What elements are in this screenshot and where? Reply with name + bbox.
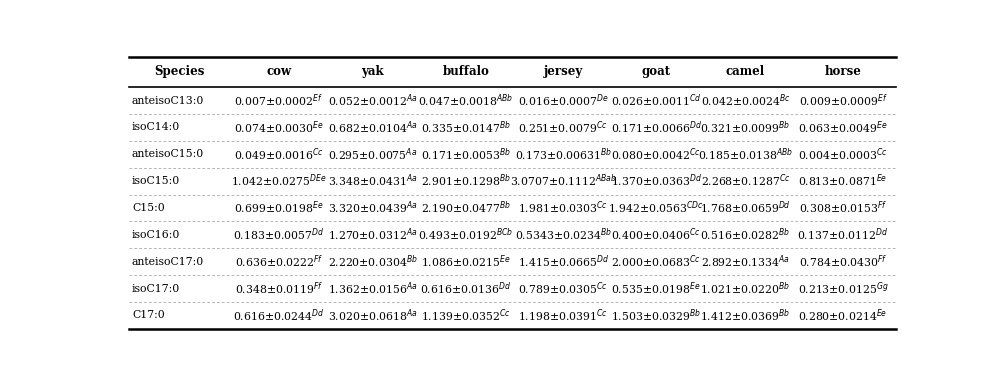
Text: 0.007±0.0002$^{Ef}$: 0.007±0.0002$^{Ef}$ <box>234 92 323 109</box>
Text: 3.020±0.0618$^{Aa}$: 3.020±0.0618$^{Aa}$ <box>328 307 418 324</box>
Text: 0.400±0.0406$^{Cc}$: 0.400±0.0406$^{Cc}$ <box>611 226 701 243</box>
Text: 0.516±0.0282$^{Bb}$: 0.516±0.0282$^{Bb}$ <box>700 226 790 243</box>
Text: 0.183±0.0057$^{Dd}$: 0.183±0.0057$^{Dd}$ <box>233 226 324 243</box>
Text: 1.270±0.0312$^{Aa}$: 1.270±0.0312$^{Aa}$ <box>328 226 417 243</box>
Text: buffalo: buffalo <box>443 65 489 79</box>
Text: 0.493±0.0192$^{BCb}$: 0.493±0.0192$^{BCb}$ <box>418 226 514 243</box>
Text: 0.784±0.0430$^{Ff}$: 0.784±0.0430$^{Ff}$ <box>799 253 887 270</box>
Text: 0.173±0.00631$^{Bb}$: 0.173±0.00631$^{Bb}$ <box>515 146 612 162</box>
Text: 0.049±0.0016$^{Cc}$: 0.049±0.0016$^{Cc}$ <box>234 146 324 162</box>
Text: anteisoC17:0: anteisoC17:0 <box>132 257 204 267</box>
Text: anteisoC15:0: anteisoC15:0 <box>132 149 204 159</box>
Text: 0.137±0.0112$^{Dd}$: 0.137±0.0112$^{Dd}$ <box>797 226 889 243</box>
Text: 0.213±0.0125$^{Gg}$: 0.213±0.0125$^{Gg}$ <box>798 280 888 297</box>
Text: 0.047±0.0018$^{ABb}$: 0.047±0.0018$^{ABb}$ <box>418 92 514 109</box>
Text: 1.768±0.0659$^{Dd}$: 1.768±0.0659$^{Dd}$ <box>700 200 791 216</box>
Text: 0.026±0.0011$^{Cd}$: 0.026±0.0011$^{Cd}$ <box>611 92 702 109</box>
Text: 0.009±0.0009$^{Ef}$: 0.009±0.0009$^{Ef}$ <box>799 92 887 109</box>
Text: isoC14:0: isoC14:0 <box>132 123 180 132</box>
Text: 1.981±0.0303$^{Cc}$: 1.981±0.0303$^{Cc}$ <box>518 200 608 216</box>
Text: cow: cow <box>266 65 291 79</box>
Text: 1.412±0.0369$^{Bb}$: 1.412±0.0369$^{Bb}$ <box>700 307 790 324</box>
Text: yak: yak <box>361 65 384 79</box>
Text: 1.198±0.0391$^{Cc}$: 1.198±0.0391$^{Cc}$ <box>518 307 608 324</box>
Text: 0.616±0.0244$^{Dd}$: 0.616±0.0244$^{Dd}$ <box>233 307 324 324</box>
Text: 0.080±0.0042$^{Cc}$: 0.080±0.0042$^{Cc}$ <box>611 146 701 162</box>
Text: 0.251±0.0079$^{Cc}$: 0.251±0.0079$^{Cc}$ <box>518 119 608 136</box>
Text: isoC16:0: isoC16:0 <box>132 230 180 240</box>
Text: 0.004±0.0003$^{Cc}$: 0.004±0.0003$^{Cc}$ <box>798 146 888 162</box>
Text: isoC17:0: isoC17:0 <box>132 284 180 294</box>
Text: 1.362±0.0156$^{Aa}$: 1.362±0.0156$^{Aa}$ <box>328 280 418 297</box>
Text: 2.220±0.0304$^{Bb}$: 2.220±0.0304$^{Bb}$ <box>328 253 418 270</box>
Text: C17:0: C17:0 <box>132 311 165 320</box>
Text: 1.139±0.0352$^{Cc}$: 1.139±0.0352$^{Cc}$ <box>421 307 511 324</box>
Text: 0.636±0.0222$^{Ff}$: 0.636±0.0222$^{Ff}$ <box>235 253 323 270</box>
Text: 0.535±0.0198$^{Ee}$: 0.535±0.0198$^{Ee}$ <box>611 280 701 297</box>
Text: 2.892±0.1334$^{Aa}$: 2.892±0.1334$^{Aa}$ <box>701 253 790 270</box>
Text: isoC15:0: isoC15:0 <box>132 176 180 186</box>
Text: 0.813±0.0871$^{Ee}$: 0.813±0.0871$^{Ee}$ <box>798 173 888 190</box>
Text: 2.268±0.1287$^{Cc}$: 2.268±0.1287$^{Cc}$ <box>701 173 790 190</box>
Text: 0.185±0.0138$^{ABb}$: 0.185±0.0138$^{ABb}$ <box>698 146 793 162</box>
Text: Species: Species <box>154 65 204 79</box>
Text: 2.000±0.0683$^{Cc}$: 2.000±0.0683$^{Cc}$ <box>611 253 701 270</box>
Text: 0.063±0.0049$^{Ee}$: 0.063±0.0049$^{Ee}$ <box>798 119 888 136</box>
Text: jersey: jersey <box>544 65 583 79</box>
Text: 1.503±0.0329$^{Bb}$: 1.503±0.0329$^{Bb}$ <box>611 307 701 324</box>
Text: 0.171±0.0053$^{Bb}$: 0.171±0.0053$^{Bb}$ <box>421 146 511 162</box>
Text: 0.280±0.0214$^{Ee}$: 0.280±0.0214$^{Ee}$ <box>798 307 888 324</box>
Text: 0.616±0.0136$^{Dd}$: 0.616±0.0136$^{Dd}$ <box>420 280 512 297</box>
Text: 1.021±0.0220$^{Bb}$: 1.021±0.0220$^{Bb}$ <box>700 280 790 297</box>
Text: 1.370±0.0363$^{Dd}$: 1.370±0.0363$^{Dd}$ <box>611 173 702 190</box>
Text: 1.086±0.0215$^{Ee}$: 1.086±0.0215$^{Ee}$ <box>421 253 511 270</box>
Text: 1.042±0.0275$^{DEe}$: 1.042±0.0275$^{DEe}$ <box>231 173 327 190</box>
Text: 0.321±0.0099$^{Bb}$: 0.321±0.0099$^{Bb}$ <box>700 119 790 136</box>
Text: 0.789±0.0305$^{Cc}$: 0.789±0.0305$^{Cc}$ <box>518 280 608 297</box>
Text: 0.052±0.0012$^{Aa}$: 0.052±0.0012$^{Aa}$ <box>328 92 418 109</box>
Text: 3.320±0.0439$^{Aa}$: 3.320±0.0439$^{Aa}$ <box>328 200 418 216</box>
Text: horse: horse <box>825 65 861 79</box>
Text: 0.5343±0.0234$^{Bb}$: 0.5343±0.0234$^{Bb}$ <box>515 226 612 243</box>
Text: 0.699±0.0198$^{Ee}$: 0.699±0.0198$^{Ee}$ <box>234 200 324 216</box>
Text: 0.348±0.0119$^{Ff}$: 0.348±0.0119$^{Ff}$ <box>235 280 323 297</box>
Text: goat: goat <box>642 65 671 79</box>
Text: 2.190±0.0477$^{Bb}$: 2.190±0.0477$^{Bb}$ <box>421 200 511 216</box>
Text: 3.0707±0.1112$^{ABab}$: 3.0707±0.1112$^{ABab}$ <box>510 173 617 190</box>
Text: 2.901±0.1298$^{Bb}$: 2.901±0.1298$^{Bb}$ <box>421 173 511 190</box>
Text: 0.335±0.0147$^{Bb}$: 0.335±0.0147$^{Bb}$ <box>421 119 511 136</box>
Text: camel: camel <box>726 65 765 79</box>
Text: 1.942±0.0563$^{CDc}$: 1.942±0.0563$^{CDc}$ <box>608 200 704 216</box>
Text: 0.308±0.0153$^{Ff}$: 0.308±0.0153$^{Ff}$ <box>799 200 887 216</box>
Text: 0.171±0.0066$^{Dd}$: 0.171±0.0066$^{Dd}$ <box>611 119 702 136</box>
Text: 1.415±0.0665$^{Dd}$: 1.415±0.0665$^{Dd}$ <box>518 253 609 270</box>
Text: 0.016±0.0007$^{De}$: 0.016±0.0007$^{De}$ <box>518 92 609 109</box>
Text: 0.042±0.0024$^{Bc}$: 0.042±0.0024$^{Bc}$ <box>701 92 790 109</box>
Text: 0.295±0.0075$^{Aa}$: 0.295±0.0075$^{Aa}$ <box>328 146 417 162</box>
Text: 0.682±0.0104$^{Aa}$: 0.682±0.0104$^{Aa}$ <box>328 119 418 136</box>
Text: 3.348±0.0431$^{Aa}$: 3.348±0.0431$^{Aa}$ <box>328 173 418 190</box>
Text: anteisoC13:0: anteisoC13:0 <box>132 96 204 106</box>
Text: 0.074±0.0030$^{Ee}$: 0.074±0.0030$^{Ee}$ <box>234 119 324 136</box>
Text: C15:0: C15:0 <box>132 203 165 213</box>
